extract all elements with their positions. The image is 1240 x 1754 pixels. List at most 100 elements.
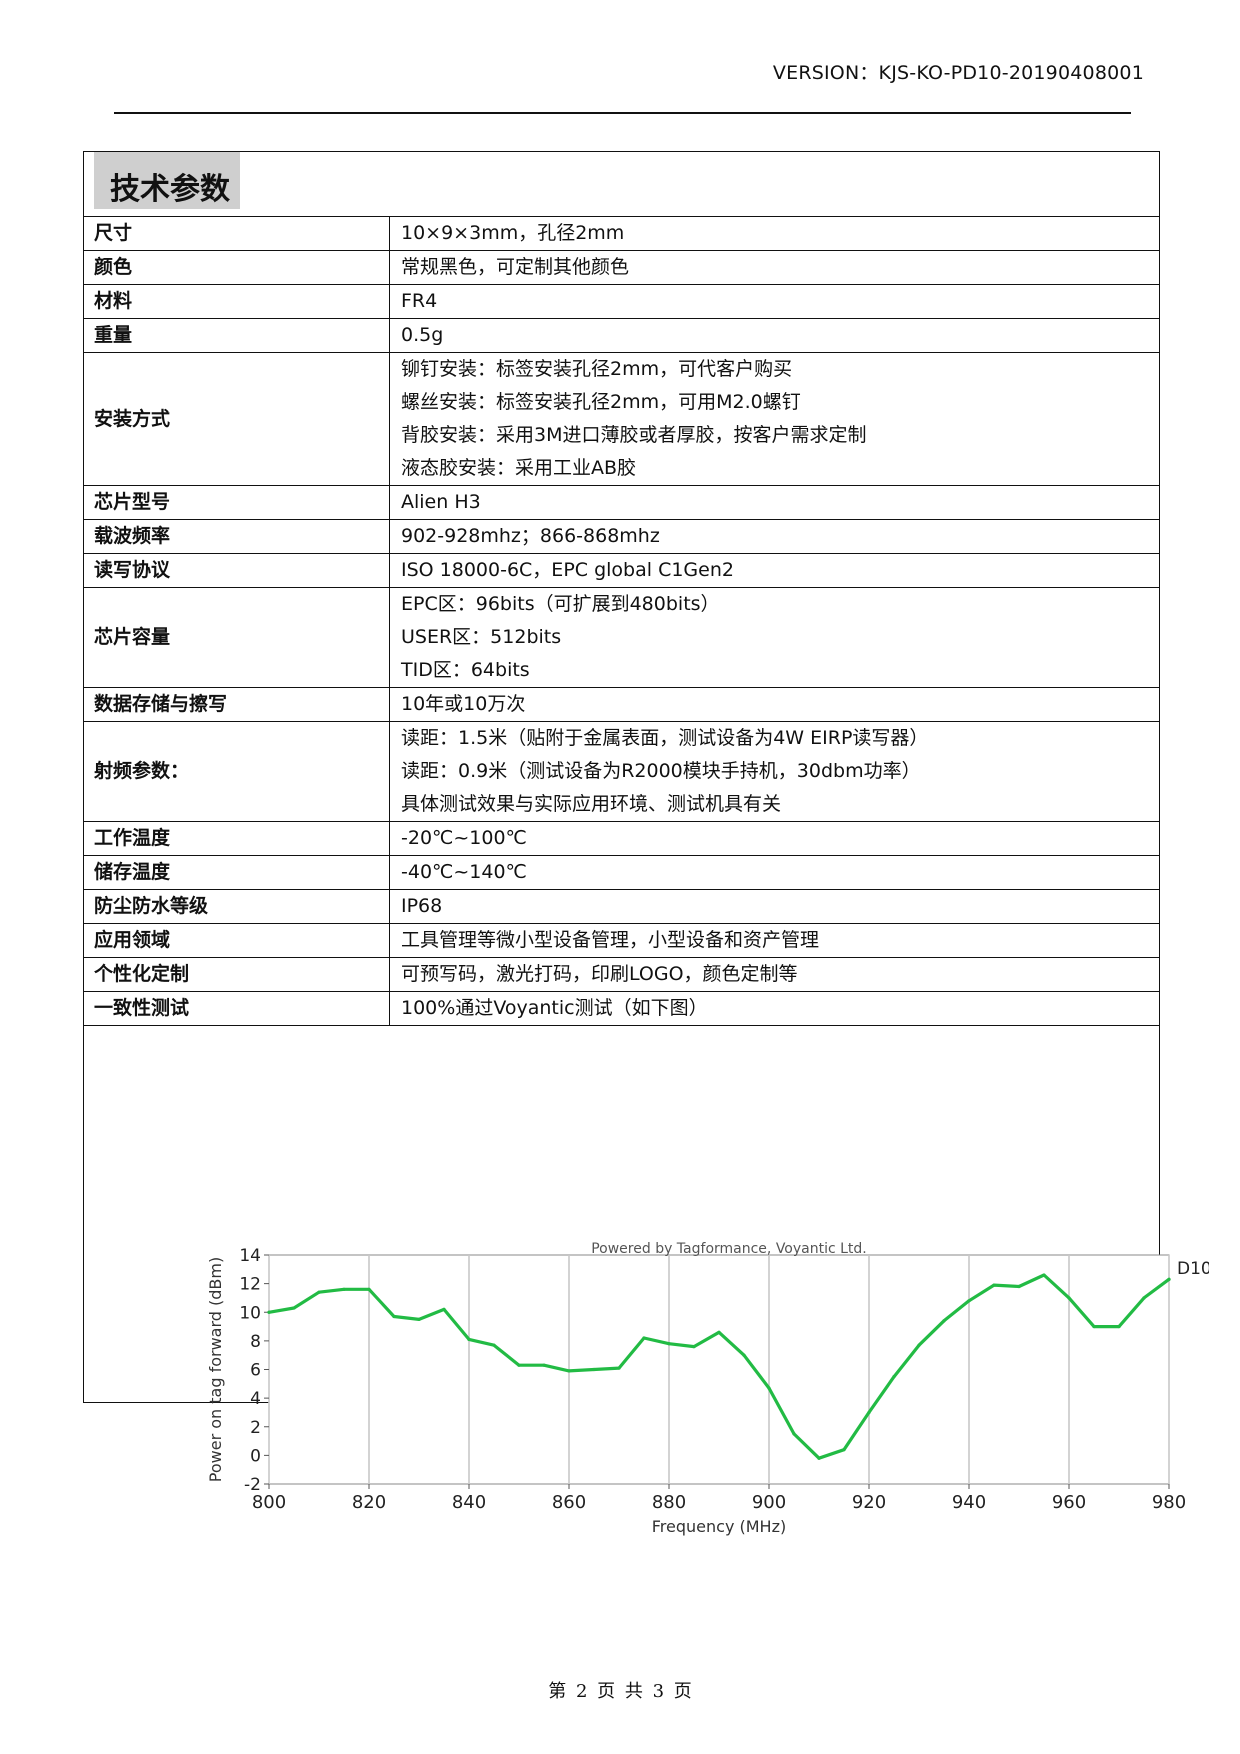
spec-value-line: 常规黑色，可定制其他颜色 [401,256,630,278]
data-point [817,1456,821,1460]
spec-row: 射频参数： 读距：1.5米（贴附于金属表面，测试设备为4W EIRP读写器） 读距：… [83,721,1160,822]
spec-row: 尺寸 10×9×3mm，孔径2mm [83,216,1160,251]
spec-row: 工作温度 -20℃~100℃ [83,821,1160,856]
x-tick-label: 960 [1052,1492,1086,1513]
spec-value-line: 10年或10万次 [401,693,526,715]
spec-row: 储存温度 -40℃~140℃ [83,855,1160,890]
spec-row: 芯片型号 Alien H3 [83,485,1160,520]
spec-value: 工具管理等微小型设备管理，小型设备和资产管理 [389,923,1160,958]
spec-key: 载波频率 [83,519,390,554]
spec-value-line: FR4 [401,290,438,312]
x-tick-label: 800 [252,1492,286,1513]
spec-value: 常规黑色，可定制其他颜色 [389,250,1160,285]
spec-value: IP68 [389,889,1160,924]
data-point [392,1314,396,1319]
spec-row: 个性化定制 可预写码，激光打码，印刷LOGO，颜色定制等 [83,957,1160,992]
spec-row: 读写协议 ISO 18000-6C，EPC global C1Gen2 [83,553,1160,588]
x-tick-label: 860 [552,1492,586,1513]
data-point [892,1375,896,1379]
spec-value: Alien H3 [389,485,1160,520]
x-tick-label: 900 [752,1492,786,1513]
spec-value-line: ISO 18000-6C，EPC global C1Gen2 [401,559,734,581]
spec-value-line: 螺丝安装：标签安装孔径2mm，可用M2.0螺钉 [401,391,801,413]
data-point [967,1299,971,1303]
spec-value-line: Alien H3 [401,491,481,513]
spec-value: 902-928mhz；866-868mhz [389,519,1160,554]
version-label: VERSION：KJS-KO-PD10-20190408001 [772,62,1144,84]
spec-value-line: 液态胶安装：采用工业AB胶 [401,457,637,479]
data-point [1142,1296,1146,1300]
spec-row: 重量 0.5g [83,318,1160,353]
spec-value: 读距：1.5米（贴附于金属表面，测试设备为4W EIRP读写器） 读距：0.9米（… [389,721,1160,822]
spec-value-line: 902-928mhz；866-868mhz [401,525,660,547]
spec-value-line: USER区：512bits [401,626,562,648]
spec-key: 数据存储与擦写 [83,687,390,722]
consistency-chart: 800 820 840 860 880 900 920 940 960 980 -2 0 2 4 6 8 10 1… [199,1227,1212,1547]
spec-value-line: TID区：64bits [401,659,530,681]
header-divider [114,112,1131,114]
y-tick-label: 8 [250,1332,261,1352]
spec-value-line: 工具管理等微小型设备管理，小型设备和资产管理 [401,929,820,951]
spec-row: 材料 FR4 [83,284,1160,319]
spec-value-line: 读距：1.5米（贴附于金属表面，测试设备为4W EIRP读写器） [401,727,929,749]
spec-row: 应用领域 工具管理等微小型设备管理，小型设备和资产管理 [83,923,1160,958]
data-point [1167,1277,1171,1281]
data-point [1042,1273,1046,1277]
spec-value: ISO 18000-6C，EPC global C1Gen2 [389,553,1160,588]
x-tick-label: 840 [452,1492,486,1513]
y-tick-label: 14 [239,1246,261,1266]
spec-value: 0.5g [389,318,1160,353]
x-axis-label: Frequency (MHz) [652,1517,786,1536]
data-point [942,1319,946,1323]
spec-value: FR4 [389,284,1160,319]
data-point [867,1410,871,1415]
spec-key: 芯片型号 [83,485,390,520]
data-point [592,1367,596,1372]
data-point [517,1363,521,1367]
data-point [292,1306,296,1310]
data-point [1017,1284,1021,1289]
y-tick-label: 2 [250,1418,261,1438]
data-point [567,1369,571,1373]
spec-key: 颜色 [83,250,390,285]
spec-row: 数据存储与擦写 10年或10万次 [83,687,1160,722]
spec-row: 颜色 常规黑色，可定制其他颜色 [83,250,1160,285]
data-point [792,1432,796,1436]
page-number: 第 2 页 共 3 页 [548,1681,692,1702]
data-point [642,1336,646,1340]
spec-value-line: 0.5g [401,324,444,346]
spec-value-line: 铆钉安装：标签安装孔径2mm，可代客户购买 [401,358,793,380]
spec-row: 一致性测试 100%通过Voyantic测试（如下图） [83,991,1160,1026]
spec-row: 安装方式 铆钉安装：标签安装孔径2mm，可代客户购买 螺丝安装：标签安装孔径2mm，… [83,352,1160,486]
section-title-box: 技术参数 [94,152,240,209]
data-point [367,1287,371,1291]
chart-title: Powered by Tagformance, Voyantic Ltd. [591,1241,867,1257]
y-tick-label: -2 [244,1475,261,1495]
spec-key: 防尘防水等级 [83,889,390,924]
data-point [442,1307,446,1311]
data-point [617,1366,621,1370]
data-point [267,1310,271,1314]
spec-value: EPC区：96bits（可扩展到480bits） USER区：512bits TID… [389,587,1160,688]
spec-key: 尺寸 [83,216,390,251]
x-tick-label: 920 [852,1492,886,1513]
spec-key: 读写协议 [83,553,390,588]
data-point [1117,1324,1121,1329]
spec-value-line: EPC区：96bits（可扩展到480bits） [401,593,720,615]
spec-row: 载波频率 902-928mhz；866-868mhz [83,519,1160,554]
data-point [467,1337,471,1342]
x-tick-label: 940 [952,1492,986,1513]
spec-value: -40℃~140℃ [389,855,1160,890]
spec-key: 工作温度 [83,821,390,856]
spec-key: 储存温度 [83,855,390,890]
spec-value-line: 可预写码，激光打码，印刷LOGO，颜色定制等 [401,963,798,985]
spec-value: -20℃~100℃ [389,821,1160,856]
spec-section: 技术参数 尺寸 10×9×3mm，孔径2mm 颜色 常规黑色，可定制其他颜色 材料 FR4… [83,151,1212,1536]
spec-value-line: 具体测试效果与实际应用环境、测试机具有关 [401,793,782,815]
x-tick-label: 980 [1152,1492,1186,1513]
y-tick-label: 4 [250,1389,261,1409]
plot-area [268,1254,1170,1485]
chart-svg: 800 820 840 860 880 900 920 940 960 980 -2 0 2 4 6 8 10 1… [206,1241,1212,1536]
y-tick-label: 12 [239,1275,261,1295]
spec-key: 材料 [83,284,390,319]
